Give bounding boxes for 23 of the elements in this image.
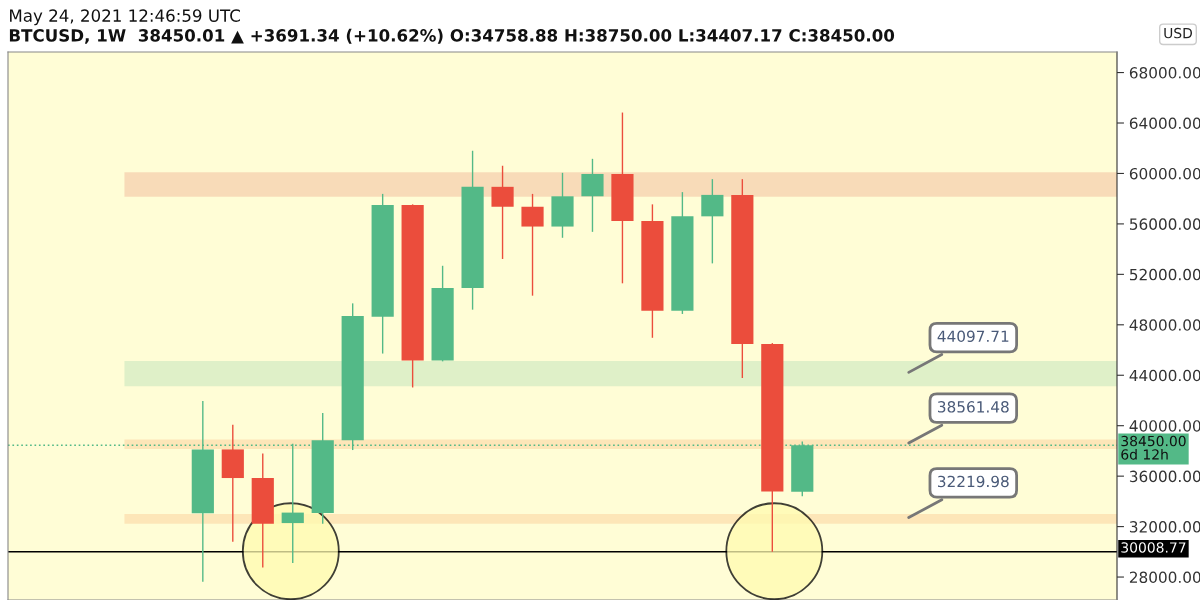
candlestick	[581, 158, 604, 233]
chart-subtitle: BTCUSD, 1W 38450.01 ▲ +3691.34 (+10.62%) O:34758.88 H:38750.00 L:34407.17 C:38450.00	[9, 28, 895, 44]
y-tick-label: 44000.00	[1129, 369, 1200, 382]
y-tick-label: 68000.00	[1129, 67, 1200, 79]
y-tick-label: 64000.00	[1129, 117, 1200, 130]
y-tick-label: 60000.00	[1129, 167, 1200, 180]
y-tick-label: 40000.00	[1129, 420, 1200, 432]
y-tick-label: 28000.00	[1129, 571, 1200, 584]
candlestick	[491, 165, 514, 260]
y-tick-label: 32000.00	[1129, 521, 1200, 533]
candlestick	[701, 178, 724, 265]
band-label: 38561.48	[938, 401, 1009, 413]
chart-title: May 24, 2021 12:46:59 UTC	[10, 9, 240, 26]
y-tick-label: 52000.00	[1129, 268, 1200, 281]
y-tick-label: 48000.00	[1129, 319, 1200, 331]
band-label: 44097.71	[937, 330, 1009, 342]
y-tick-label: 36000.00	[1129, 470, 1200, 483]
band-label: 32219.98	[938, 475, 1009, 488]
y-tick-label: 56000.00	[1129, 218, 1200, 230]
y-axis-title: USD	[1164, 27, 1193, 39]
ref-line-label: 30008.77	[1121, 542, 1186, 553]
candlestick	[521, 193, 544, 297]
ref-line-label: 38450.00 6d 12h	[1121, 435, 1186, 460]
